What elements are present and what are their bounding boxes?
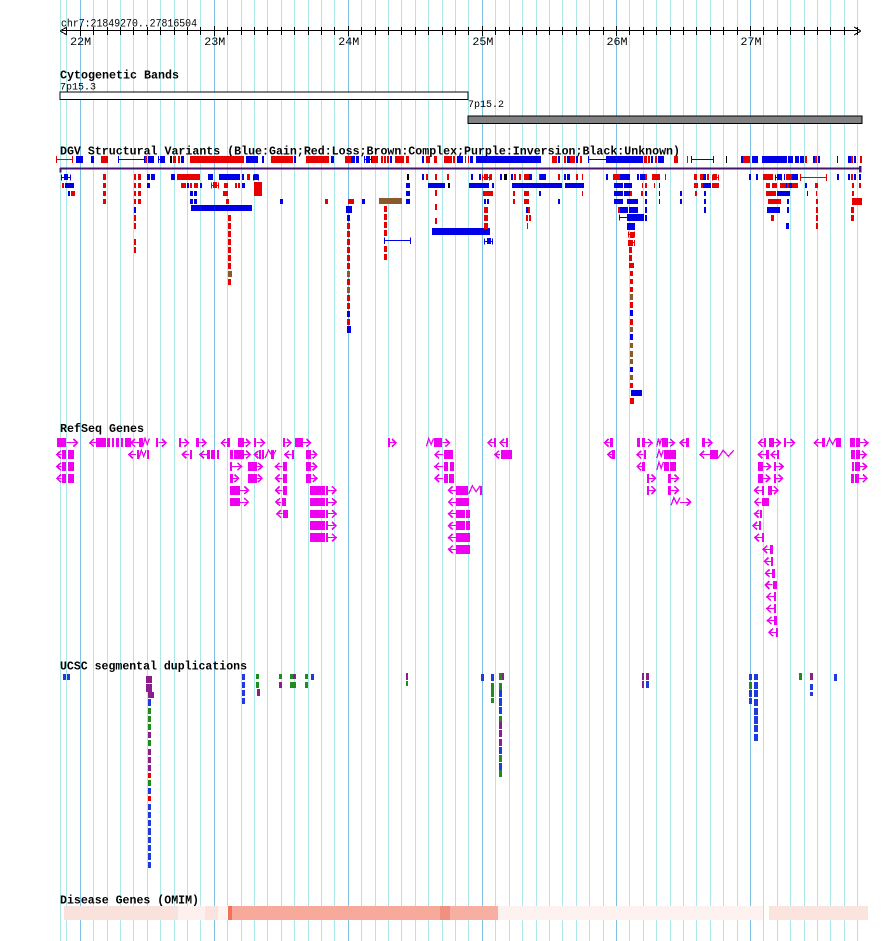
svg-text:UCSC segmental duplications: UCSC segmental duplications [60, 660, 247, 673]
svg-text:chr7:21849270..27816504: chr7:21849270..27816504 [61, 19, 197, 31]
svg-text:Disease Genes (OMIM): Disease Genes (OMIM) [60, 895, 199, 908]
svg-text:27M: 27M [741, 37, 762, 49]
svg-text:26M: 26M [607, 37, 628, 49]
svg-text:22M: 22M [70, 37, 91, 49]
svg-text:Cytogenetic Bands: Cytogenetic Bands [60, 69, 179, 82]
svg-text:24M: 24M [338, 37, 359, 49]
svg-text:23M: 23M [204, 37, 225, 49]
svg-text:7p15.3: 7p15.3 [60, 83, 96, 94]
svg-text:7p15.2: 7p15.2 [468, 100, 504, 111]
svg-text:DGV Structural Variants (Blue:: DGV Structural Variants (Blue:Gain;Red:L… [60, 146, 680, 159]
svg-text:25M: 25M [472, 37, 493, 49]
svg-text:RefSeq Genes: RefSeq Genes [60, 423, 144, 436]
